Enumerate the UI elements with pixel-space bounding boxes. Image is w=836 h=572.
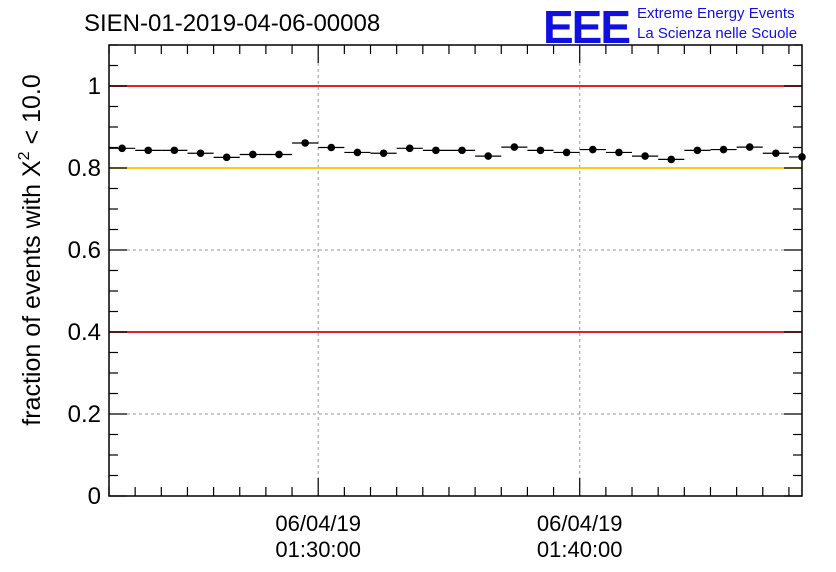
data-point [798, 153, 806, 161]
data-point [772, 149, 780, 158]
data-point [301, 139, 309, 147]
data-point [379, 149, 388, 158]
x-tick-label-date: 06/04/19 [537, 511, 623, 536]
data-point [484, 152, 492, 160]
data-points [109, 139, 806, 164]
data-point [275, 150, 283, 159]
x-tick-label-time: 01:30:00 [275, 537, 361, 562]
data-point [745, 143, 754, 151]
data-point [196, 149, 205, 158]
data-point [510, 143, 519, 151]
y-tick-labels: 0 0.2 0.4 0.6 0.8 1 [68, 73, 101, 510]
y-axis-label-prefix: fraction of events with X [18, 160, 46, 426]
data-point [693, 146, 702, 155]
axis-ticks [108, 44, 802, 497]
y-tick-label: 0.4 [68, 319, 101, 346]
data-point [667, 155, 676, 164]
data-point [562, 148, 571, 157]
reference-lines [109, 85, 802, 333]
data-point [458, 146, 466, 155]
logo-line-2: La Scienza nelle Scuole [637, 25, 798, 42]
y-tick-label: 0.8 [68, 155, 101, 182]
data-point [432, 146, 440, 155]
y-axis-label-suffix: < 10.0 [18, 74, 46, 151]
chart-title: SIEN-01-2019-04-06-00008 [84, 10, 381, 37]
plot-frame [108, 44, 803, 497]
data-point [222, 153, 231, 162]
data-point [719, 145, 728, 154]
x-tick-label-time: 01:40:00 [537, 537, 623, 562]
y-axis-label: fraction of events with X2 < 10.0 [16, 74, 46, 425]
data-point [588, 145, 597, 154]
data-point [118, 144, 126, 153]
x-tick-label-date: 06/04/19 [275, 511, 361, 536]
data-point [405, 144, 414, 153]
data-point [615, 148, 623, 157]
y-tick-label: 1 [88, 73, 101, 100]
y-tick-label: 0.2 [68, 401, 101, 428]
data-point [641, 152, 649, 160]
y-tick-label: 0 [88, 483, 101, 510]
eee-logo: EEE [543, 1, 631, 53]
data-point [144, 146, 153, 155]
data-point [327, 143, 336, 152]
y-axis-label-superscript: 2 [16, 151, 33, 160]
data-point [249, 150, 257, 159]
data-point [170, 146, 179, 155]
data-point [536, 146, 545, 155]
data-point [353, 148, 362, 157]
grid-lines [109, 45, 802, 496]
y-tick-label: 0.6 [68, 237, 101, 264]
logo-line-1: Extreme Energy Events [637, 5, 795, 22]
